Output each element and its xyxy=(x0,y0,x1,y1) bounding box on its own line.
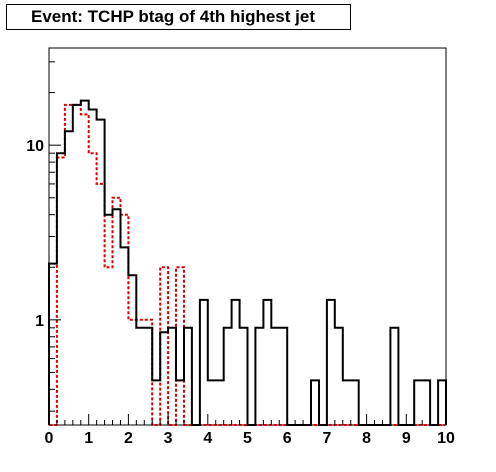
y-tick-label: 10 xyxy=(26,138,44,155)
x-tick-label: 10 xyxy=(437,430,455,447)
x-tick-label: 8 xyxy=(362,430,371,447)
x-tick-label: 9 xyxy=(402,430,411,447)
y-tick-label: 1 xyxy=(35,313,44,330)
x-tick-label: 0 xyxy=(45,430,54,447)
chart-title-text: Event: TCHP btag of 4th highest jet xyxy=(31,7,315,26)
x-tick-label: 7 xyxy=(322,430,331,447)
chart-title: Event: TCHP btag of 4th highest jet xyxy=(6,4,351,30)
x-tick-label: 4 xyxy=(203,430,212,447)
x-tick-label: 5 xyxy=(243,430,252,447)
x-tick-label: 6 xyxy=(283,430,292,447)
axis-ticks xyxy=(48,61,447,425)
x-tick-label: 1 xyxy=(84,430,93,447)
x-tick-label: 3 xyxy=(164,430,173,447)
x-tick-label: 2 xyxy=(124,430,133,447)
axis-tick-labels: 0 1 2 3 4 5 6 7 8 9 10 1 10 xyxy=(26,138,455,447)
